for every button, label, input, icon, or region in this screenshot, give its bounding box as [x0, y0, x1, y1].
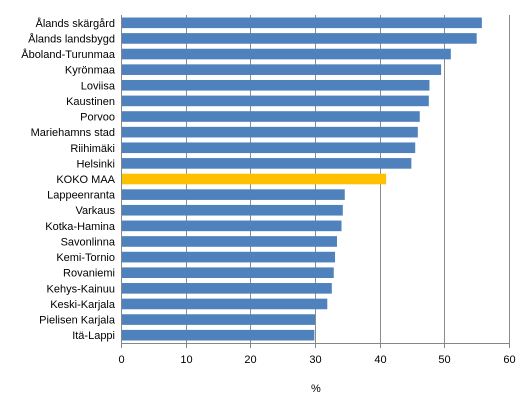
category-label: Ålands landsbygd: [28, 32, 115, 45]
category-label: Pielisen Karjala: [39, 315, 116, 327]
bars: [122, 17, 482, 341]
category-label: Porvoo: [80, 112, 115, 124]
category-label: Rovaniemi: [63, 268, 115, 280]
category-label: Åboland-Turunmaa: [21, 48, 116, 61]
bar: [122, 48, 451, 60]
category-label: KOKO MAA: [56, 174, 115, 186]
category-label: Lappeenranta: [47, 190, 116, 202]
x-tick-label: 10: [180, 354, 192, 366]
bar: [122, 158, 412, 169]
category-label: Ålands skärgård: [36, 17, 116, 30]
bar: [122, 79, 430, 91]
category-label: Keski-Karjala: [50, 299, 116, 311]
x-tick-label: 50: [438, 354, 450, 366]
bar: [122, 298, 328, 310]
category-label: Helsinki: [76, 158, 115, 170]
bar: [122, 267, 334, 279]
category-label: Kehys-Kainuu: [47, 283, 116, 295]
bar: [122, 314, 315, 325]
x-tick-label: 60: [503, 354, 515, 366]
bar: [122, 251, 336, 263]
category-labels: Ålands skärgård Ålands landsbygd Åboland-T…: [21, 17, 116, 342]
x-tick-label: 0: [118, 354, 124, 366]
x-tick-label: 30: [309, 354, 321, 366]
category-label: Varkaus: [75, 205, 115, 217]
bar: [122, 283, 332, 294]
category-label: Kyrönmaa: [65, 65, 116, 77]
bar: [122, 173, 387, 185]
category-label: Riihimäki: [70, 143, 115, 155]
category-label: Kemi-Tornio: [56, 252, 115, 264]
bar: [122, 189, 345, 200]
category-label: Loviisa: [81, 80, 116, 92]
category-label: Kotka-Hamina: [45, 221, 116, 233]
bar: [122, 33, 477, 44]
bar: [122, 204, 343, 216]
bar: [122, 220, 342, 232]
bar: [122, 17, 482, 29]
category-label: Savonlinna: [61, 236, 116, 248]
bar: [122, 126, 418, 138]
x-axis: 0 10 20 30 40 50 60: [118, 15, 516, 366]
bar: [122, 142, 416, 154]
bar: [122, 111, 420, 122]
category-label: Itä-Lappi: [72, 330, 115, 342]
x-tick-label: 40: [374, 354, 386, 366]
category-label: Kaustinen: [66, 96, 115, 108]
bar: [122, 236, 337, 247]
category-label: Mariehamns stad: [31, 127, 115, 139]
x-axis-title: %: [311, 383, 321, 395]
bar: [122, 64, 442, 75]
bar: [122, 329, 315, 341]
x-tick-label: 20: [244, 354, 256, 366]
bar: [122, 95, 429, 107]
